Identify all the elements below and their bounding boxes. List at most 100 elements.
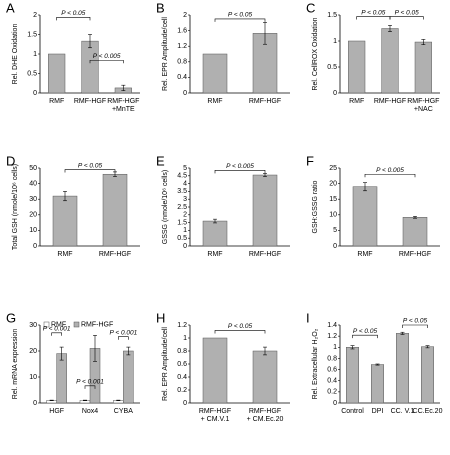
- error-bar: [400, 331, 405, 335]
- x-tick-label: + CM.Ec.20: [247, 416, 284, 423]
- bar: [56, 353, 67, 404]
- x-tick-label: RMF: [49, 98, 64, 105]
- error-bar: [121, 84, 126, 91]
- significance-bracket: [352, 334, 378, 339]
- y-tick-label: 1: [183, 227, 187, 234]
- y-axis-label: Rel. EPR Amplitude/cell: [162, 17, 169, 91]
- y-tick-label: 0: [33, 400, 37, 407]
- y-tick-label: 0.4: [177, 374, 187, 381]
- y-tick-label: 0.2: [327, 389, 337, 396]
- bar: [396, 333, 409, 404]
- legend-swatch: [43, 321, 50, 328]
- p-value-label: P < 0.05: [403, 318, 428, 325]
- p-value-label: P < 0.05: [361, 9, 386, 16]
- p-value-label: P < 0.005: [376, 167, 404, 174]
- error-bar: [49, 399, 54, 401]
- y-tick-label: 0.4: [177, 74, 187, 81]
- y-tick-label: 1.6: [177, 27, 187, 34]
- y-tick-label: 20: [29, 212, 37, 219]
- error-bar: [93, 335, 97, 362]
- significance-bracket: [402, 324, 428, 328]
- y-tick-label: 1.5: [27, 31, 37, 38]
- y-tick-label: 1.2: [177, 43, 187, 50]
- error-bar: [83, 399, 87, 401]
- significance-bracket: [64, 169, 116, 173]
- p-value-label: P < 0.05: [78, 162, 103, 169]
- x-tick-label: +MnTE: [112, 106, 135, 113]
- y-tick-label: 10: [29, 227, 37, 234]
- panel-letter: B: [156, 0, 165, 15]
- error-bar: [263, 173, 267, 177]
- y-tick-label: 0: [33, 90, 37, 97]
- error-bar: [63, 191, 67, 202]
- significance-bracket: [84, 385, 96, 389]
- p-value-label: P < 0.05: [353, 328, 378, 335]
- significance-bracket: [89, 59, 124, 64]
- bar: [102, 173, 128, 247]
- y-tick-label: 0: [183, 90, 187, 97]
- error-bar: [126, 346, 131, 356]
- y-tick-label: 15: [329, 196, 337, 203]
- x-tick-label: RMF-HGF: [99, 251, 131, 258]
- bar: [48, 53, 66, 94]
- y-tick-label: 0: [333, 90, 337, 97]
- y-tick-label: 1.2: [177, 322, 187, 329]
- p-value-label: P < 0.05: [228, 12, 253, 19]
- y-tick-label: 40: [29, 180, 37, 187]
- significance-bracket: [118, 336, 129, 340]
- x-tick-label: Control: [341, 408, 364, 415]
- significance-bracket: [356, 16, 391, 20]
- y-tick-label: 0.8: [177, 59, 187, 66]
- bar: [252, 350, 278, 404]
- y-tick-label: 0: [333, 243, 337, 250]
- panel-letter: E: [156, 153, 165, 168]
- y-tick-label: 0.5: [327, 64, 337, 71]
- significance-bracket: [389, 16, 424, 20]
- y-tick-label: 50: [29, 165, 37, 172]
- y-tick-label: 1: [333, 38, 337, 45]
- panel-letter: A: [6, 0, 15, 15]
- y-tick-label: 0.2: [177, 387, 187, 394]
- p-value-label: P < 0.005: [93, 53, 121, 60]
- bar: [352, 186, 378, 247]
- x-tick-label: RMF-HGF: [399, 251, 431, 258]
- panel-letter: H: [156, 310, 165, 325]
- x-tick-label: RMF-HGF: [249, 98, 281, 105]
- x-tick-label: RMF-HGF: [374, 98, 406, 105]
- y-tick-label: 30: [29, 196, 37, 203]
- y-tick-label: 4.5: [177, 173, 187, 180]
- y-tick-label: 0: [183, 400, 187, 407]
- bar: [123, 350, 134, 404]
- y-tick-label: 20: [329, 180, 337, 187]
- x-tick-label: DPI: [372, 408, 384, 415]
- error-bar: [59, 346, 64, 361]
- bar: [381, 28, 399, 94]
- y-tick-label: 3: [183, 196, 187, 203]
- x-tick-label: HGF: [49, 408, 64, 415]
- y-tick-label: 0.5: [27, 70, 37, 77]
- y-tick-label: 0: [183, 243, 187, 250]
- p-value-label: P < 0.005: [226, 163, 254, 170]
- y-axis-label: Rel. EPR Amplitude/cell: [162, 327, 169, 401]
- y-tick-label: 1.5: [177, 219, 187, 226]
- y-tick-label: 10: [29, 374, 37, 381]
- y-tick-label: 0.8: [177, 348, 187, 355]
- x-tick-label: CYBA: [114, 408, 133, 415]
- y-tick-label: 2.5: [177, 204, 187, 211]
- y-tick-label: 1: [333, 344, 337, 351]
- x-tick-label: RMF: [207, 98, 222, 105]
- y-tick-label: 30: [29, 322, 37, 329]
- x-tick-label: RMF: [357, 251, 372, 258]
- legend-label: RMF: [51, 321, 66, 328]
- y-tick-label: 5: [183, 165, 187, 172]
- x-tick-label: RMF-HGF: [107, 98, 139, 105]
- p-value-label: P < 0.05: [228, 323, 253, 330]
- significance-bracket: [214, 18, 266, 22]
- y-tick-label: 0: [33, 243, 37, 250]
- bar: [81, 40, 99, 94]
- error-bar: [421, 39, 426, 45]
- bar: [402, 217, 428, 247]
- x-tick-label: RMF-HGF: [249, 408, 281, 415]
- legend-swatch: [73, 321, 80, 328]
- significance-bracket: [364, 173, 416, 178]
